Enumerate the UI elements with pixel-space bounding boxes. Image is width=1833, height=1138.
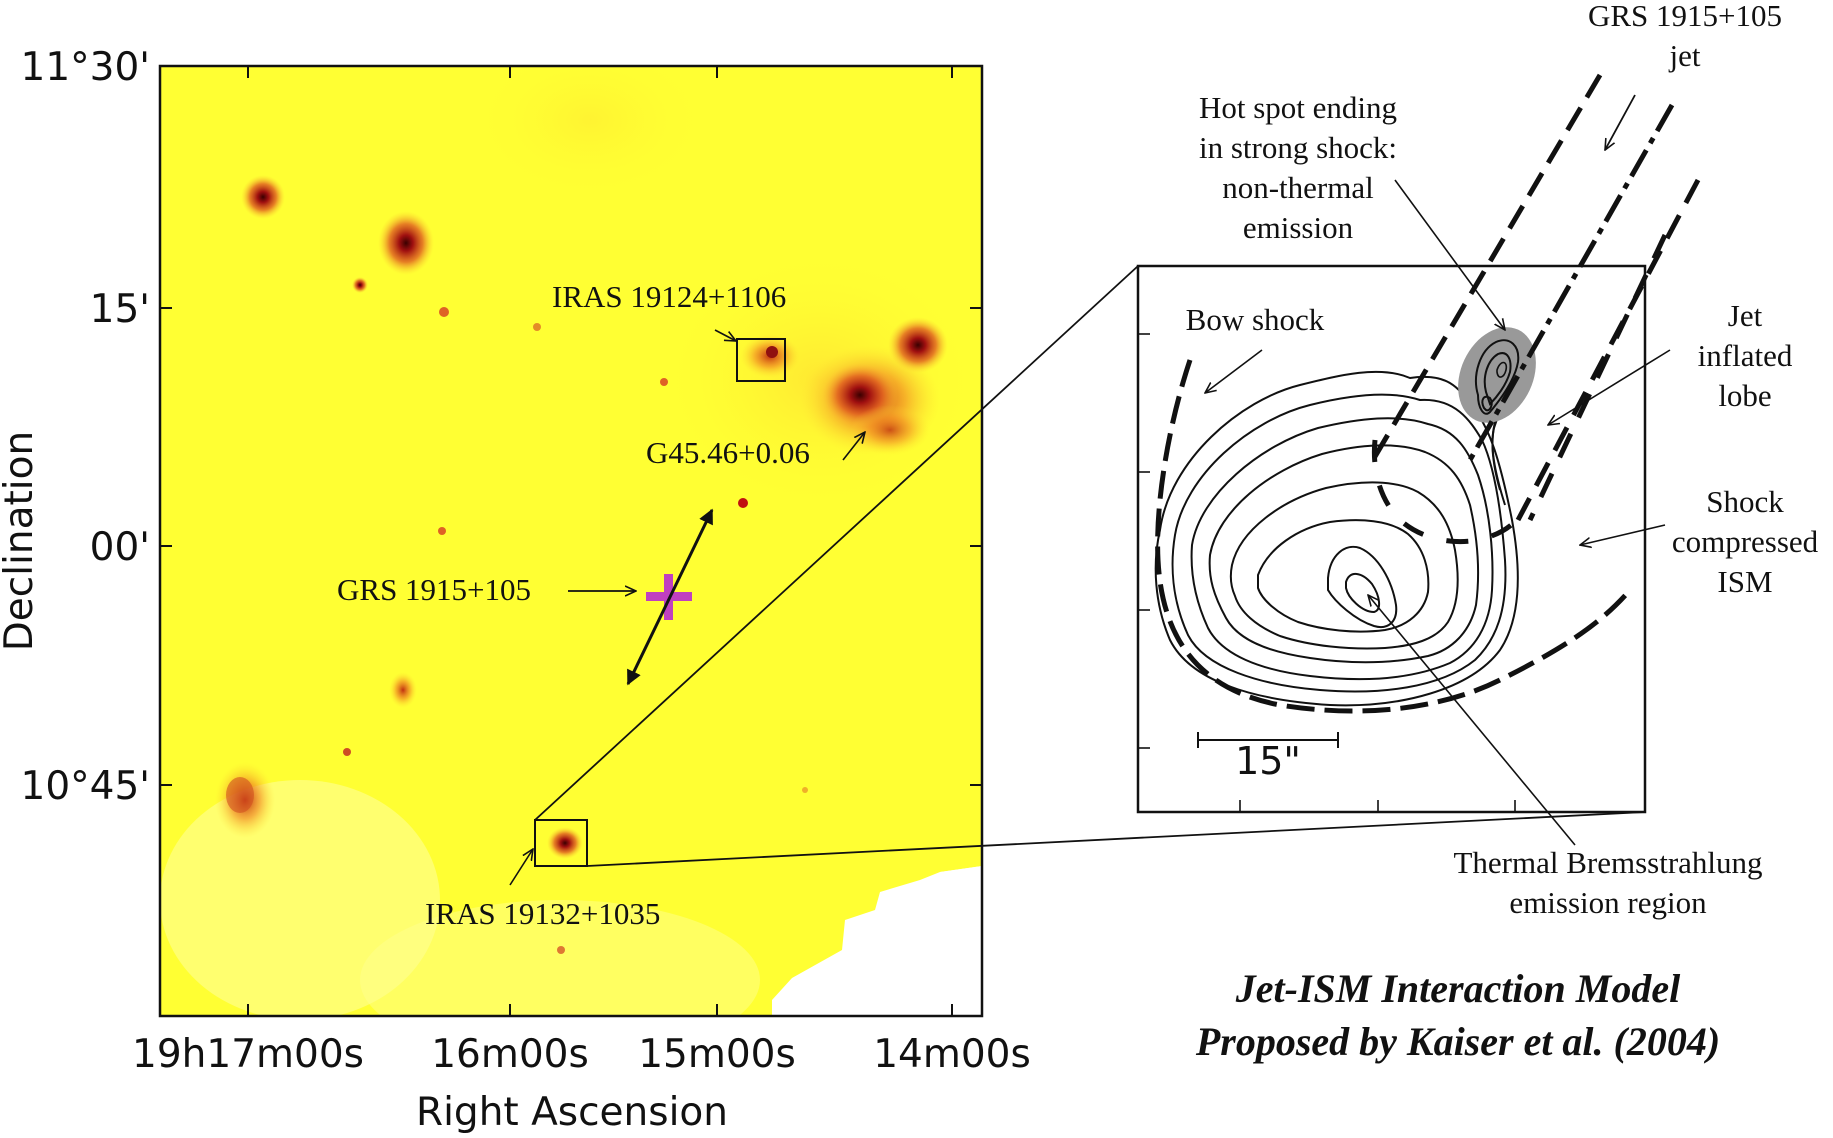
thermal-arrow xyxy=(1368,595,1576,846)
grs-source-label: GRS 1915+105 xyxy=(337,572,531,607)
y-tick-label: 10°45' xyxy=(21,764,150,809)
thermal-label-line2: emission region xyxy=(1509,885,1707,920)
zoom-line-bottom xyxy=(586,811,1646,867)
ism-arrow xyxy=(1580,524,1666,545)
hotspot-label-line3: non-thermal xyxy=(1222,170,1374,205)
jet-lines xyxy=(1367,73,1701,522)
jet-label-line1: GRS 1915+105 xyxy=(1588,0,1782,33)
iras-south-arrow xyxy=(509,849,533,886)
y-tick-label: 15' xyxy=(90,287,150,332)
sky-map-frame xyxy=(158,64,984,1018)
jet-dashed-right xyxy=(1515,178,1701,522)
bow-shock-label: Bow shock xyxy=(1186,302,1325,337)
inset-ticks xyxy=(1138,333,1516,812)
lobe-label-line1: Jet xyxy=(1728,298,1763,333)
jet-label-line2: jet xyxy=(1669,38,1701,73)
inset-panel: 15" xyxy=(1136,264,1647,814)
hotspot-label-line1: Hot spot ending xyxy=(1199,90,1397,125)
x-axis-label: Right Ascension xyxy=(416,1090,728,1135)
caption-line2: Proposed by Kaiser et al. (2004) xyxy=(1195,1019,1720,1064)
jet-axis-arrow xyxy=(626,508,714,686)
scale-bar-label: 15" xyxy=(1235,739,1301,783)
zoom-line-top xyxy=(534,265,1139,821)
iras-south-label: IRAS 19132+1035 xyxy=(425,896,660,931)
sky-map-image xyxy=(160,66,982,1016)
scale-bar xyxy=(1197,732,1339,748)
inset-annotations: GRS 1915+105 jet Hot spot ending in stro… xyxy=(1186,0,1819,920)
hotspot-arrow xyxy=(1394,179,1505,330)
caption-line1: Jet-ISM Interaction Model xyxy=(1235,966,1681,1011)
iras-north-box xyxy=(736,338,786,382)
jet-dashed-far xyxy=(1527,233,1668,522)
hot-spot xyxy=(1458,327,1536,423)
x-tick-label: 19h17m00s xyxy=(132,1032,364,1077)
inset-frame xyxy=(1136,264,1647,814)
ism-label-line1: Shock xyxy=(1706,484,1784,519)
ism-label-line2: compressed xyxy=(1672,524,1819,559)
lobe-arrow xyxy=(1548,349,1671,425)
x-tick-label: 15m00s xyxy=(638,1032,796,1077)
y-tick-label: 00' xyxy=(90,525,150,570)
bow-shock-curve xyxy=(1155,359,1632,714)
y-tick-label: 11°30' xyxy=(21,45,150,90)
iras-south-box xyxy=(534,819,588,867)
sky-map: 11°30' 15' 00' 10°45' 19h17m00s 16m00s 1… xyxy=(0,45,1031,1135)
ism-label-line3: ISM xyxy=(1717,564,1772,599)
sky-map-ticks xyxy=(160,65,982,1016)
iras-north-label: IRAS 19124+1106 xyxy=(552,279,786,314)
jet-dashdot-center xyxy=(1467,103,1675,462)
g45-arrow xyxy=(842,432,865,461)
jet-arrow xyxy=(1605,94,1636,150)
y-axis-label: Declination xyxy=(0,431,42,651)
hotspot-label-line4: emission xyxy=(1243,210,1354,245)
lobe-label-line3: lobe xyxy=(1718,378,1771,413)
lobe-boundary xyxy=(1371,439,1525,545)
hotspot-label-line2: in strong shock: xyxy=(1199,130,1397,165)
thermal-label-line1: Thermal Bremsstrahlung xyxy=(1453,845,1762,880)
x-tick-label: 14m00s xyxy=(873,1032,1031,1077)
lobe-label-line2: inflated xyxy=(1698,338,1793,373)
g45-label: G45.46+0.06 xyxy=(646,435,810,470)
bow-shock-arrow xyxy=(1205,349,1263,393)
iras-north-arrow xyxy=(714,329,736,341)
x-tick-label: 16m00s xyxy=(431,1032,589,1077)
